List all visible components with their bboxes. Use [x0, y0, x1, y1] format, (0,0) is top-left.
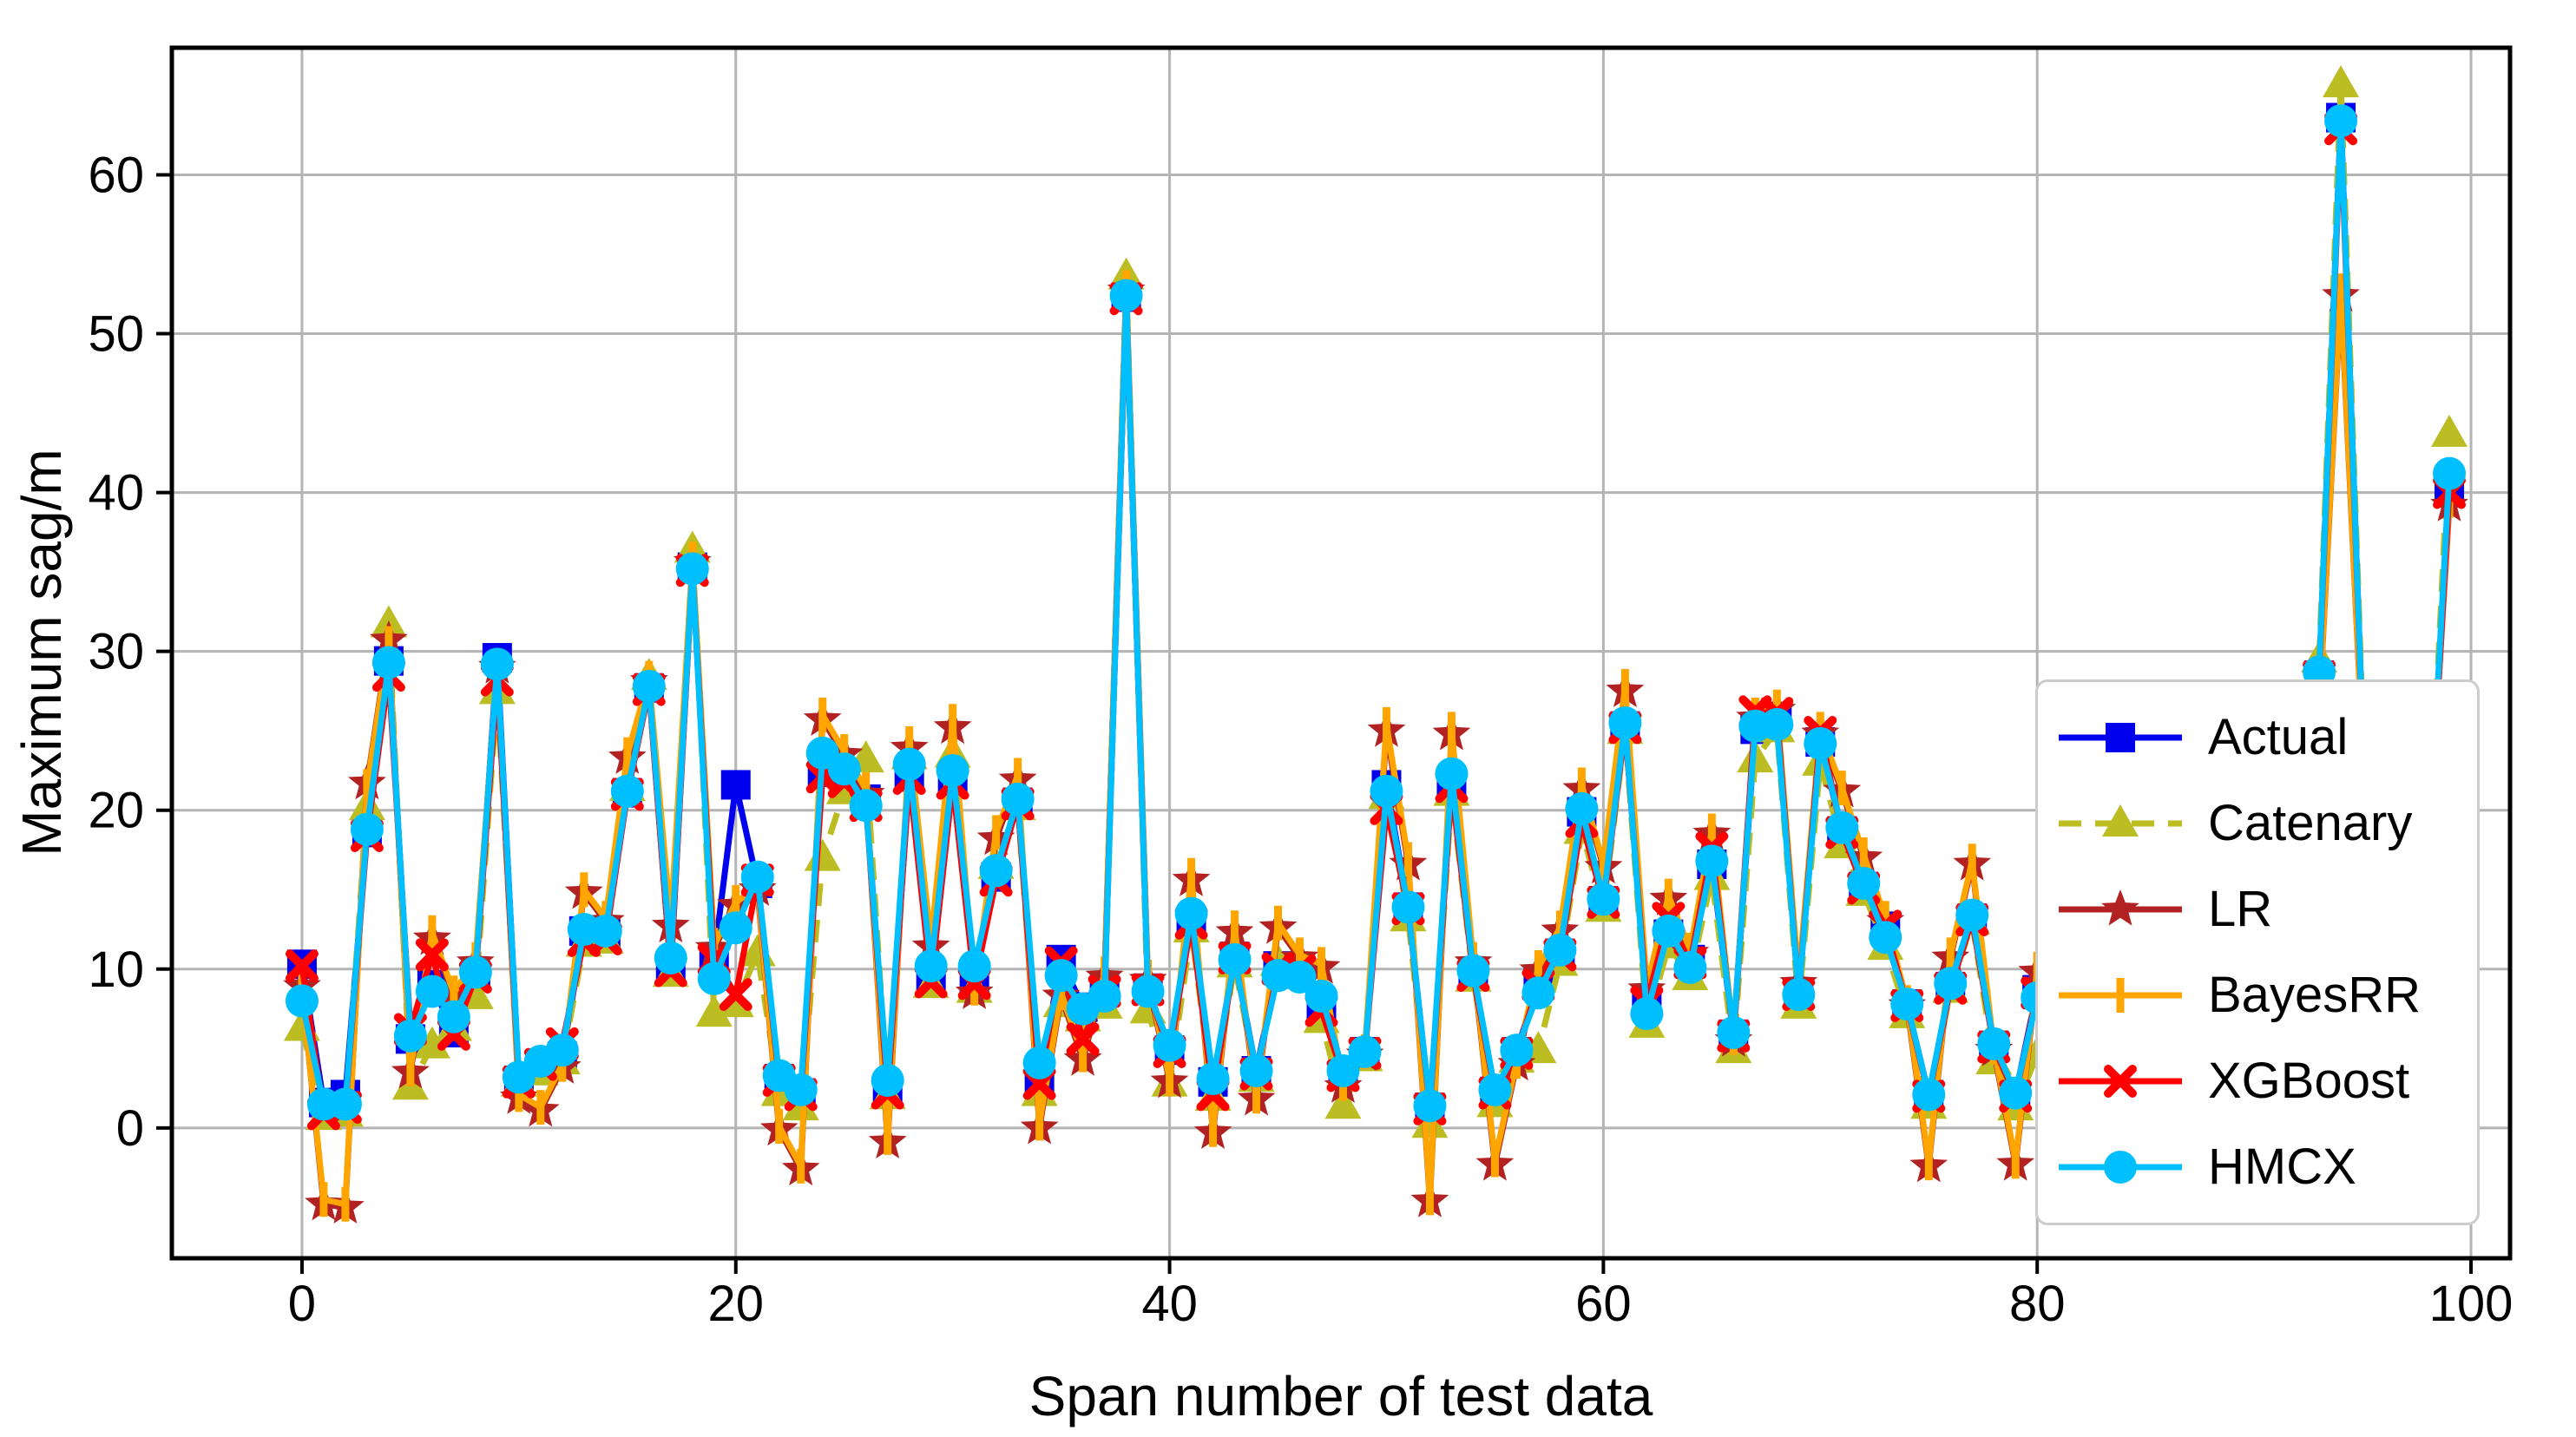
x-tick-label: 20 [708, 1276, 765, 1332]
actual-line-swatch-icon [2059, 722, 2182, 752]
lr-line-swatch-icon [2059, 889, 2182, 926]
x-axis-title: Span number of test data [1028, 1365, 1653, 1427]
hmcx-line-swatch-icon [2059, 1151, 2182, 1184]
legend-label: Actual [2208, 708, 2349, 765]
ticks: 0 20 40 60 80 100 0 10 20 30 40 50 60 [88, 147, 2513, 1332]
legend-label: Catenary [2208, 794, 2413, 851]
legend-item-actual: Actual [2055, 710, 2460, 765]
legend-label: BayesRR [2208, 967, 2421, 1024]
legend-item-hmcx: HMCX [2055, 1139, 2460, 1195]
x-tick-label: 40 [1141, 1276, 1198, 1332]
x-tick-label: 60 [1575, 1276, 1632, 1332]
legend-item-bayesrr: BayesRR [2055, 968, 2460, 1023]
legend-item-xgboost: XGBoost [2055, 1053, 2460, 1109]
legend-item-lr: LR [2055, 882, 2460, 937]
x-tick-label: 100 [2429, 1276, 2514, 1332]
y-tick-label: 20 [88, 783, 144, 839]
legend: Actual Catenary LR BayesRR XGBoost HMCX [2035, 679, 2480, 1225]
bayesrr-line-swatch-icon [2059, 978, 2182, 1014]
legend-label: HMCX [2208, 1138, 2356, 1196]
y-tick-label: 40 [88, 465, 144, 522]
y-tick-label: 50 [88, 306, 144, 363]
y-tick-label: 30 [88, 624, 144, 680]
y-axis-title: Maximum sag/m [10, 449, 73, 856]
legend-item-catenary: Catenary [2055, 796, 2460, 851]
catenary-line-swatch-icon [2059, 804, 2182, 837]
gridlines [172, 48, 2510, 1258]
x-tick-label: 80 [2009, 1276, 2066, 1332]
legend-label: XGBoost [2208, 1053, 2410, 1110]
legend-label: LR [2208, 880, 2273, 937]
xgboost-line-swatch-icon [2059, 1065, 2182, 1099]
y-tick-label: 0 [116, 1100, 144, 1157]
y-tick-label: 10 [88, 942, 144, 998]
x-tick-label: 0 [288, 1276, 316, 1332]
y-tick-label: 60 [88, 147, 144, 203]
